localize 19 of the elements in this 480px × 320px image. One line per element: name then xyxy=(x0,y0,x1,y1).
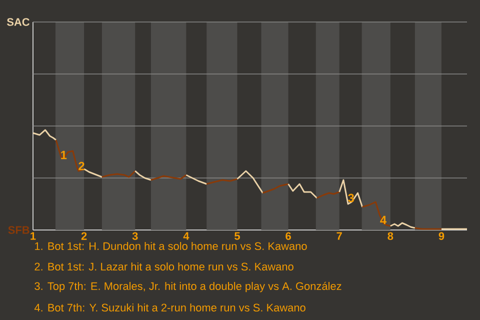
text: 3. Top 7th: E. Morales, Jr. hit into a double play vs A. González xyxy=(34,282,342,292)
annotation: 2 xyxy=(78,162,84,170)
x-tick-label: 2 xyxy=(81,232,87,240)
x-tick-label: 3 xyxy=(132,232,138,240)
x-tick-label: 9 xyxy=(438,232,444,240)
text: SFB xyxy=(8,226,30,234)
x-tick-label: 1 xyxy=(30,232,36,240)
text: 4. Bot 7th: Y. Suzuki hit a 2-run home run vs S. Kawano xyxy=(34,303,306,312)
annotation: 3 xyxy=(348,194,354,202)
x-tick-label: 4 xyxy=(183,232,190,240)
x-tick-label: 7 xyxy=(336,232,342,240)
text: SAC xyxy=(6,18,30,26)
text: 1. Bot 1st: H. Dundon hit a solo home run vs S. Kawano xyxy=(35,242,307,250)
annotation: 4 xyxy=(380,216,387,224)
x-tick-label: 5 xyxy=(234,232,240,240)
annotation: 1 xyxy=(61,150,67,160)
x-tick-label: 8 xyxy=(388,232,394,240)
x-tick-label: 6 xyxy=(286,232,291,240)
text: 2. Bot 1st: J. Lazar hit a solo home run vs S. Kawano xyxy=(34,262,294,271)
